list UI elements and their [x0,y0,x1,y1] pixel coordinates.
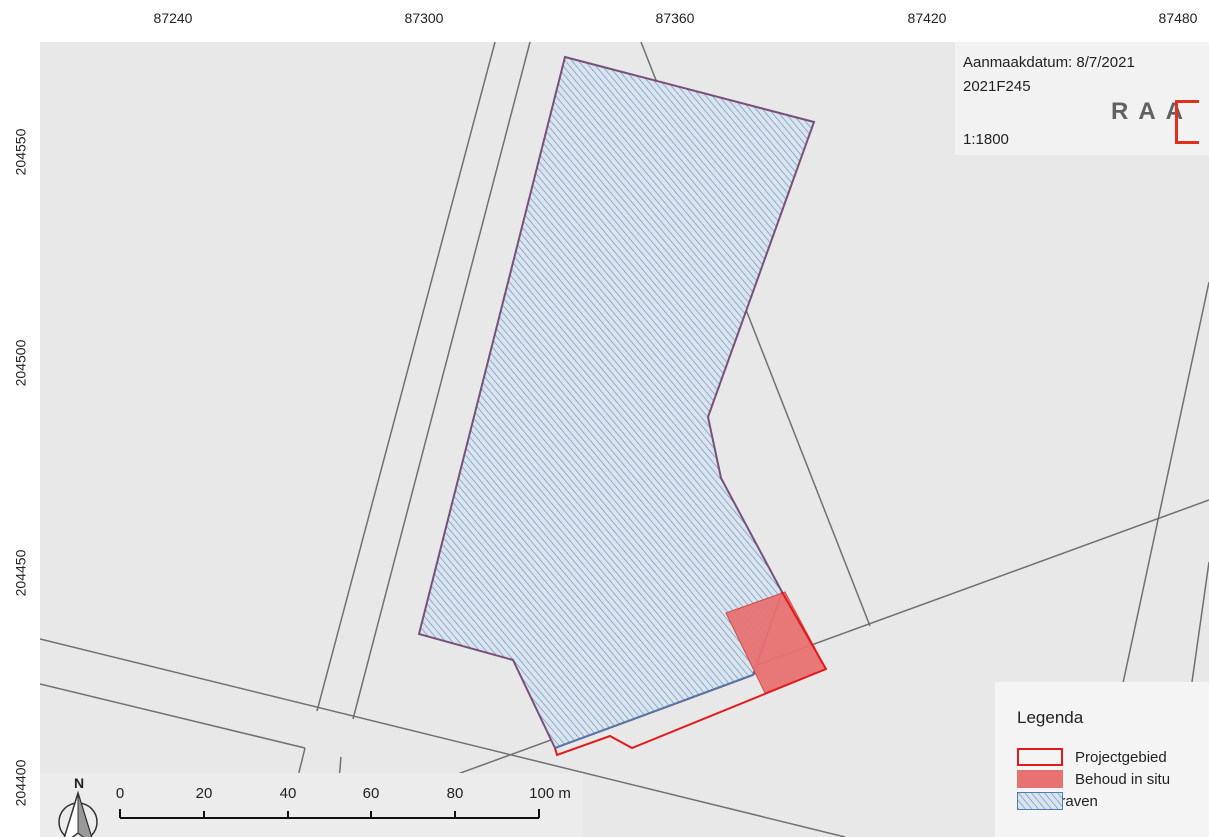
map-scale: 1:1800 [963,131,1009,148]
x-tick-label: 87240 [153,10,193,26]
y-tick: 204500 [8,323,32,403]
legend-item-behoud-in-situ: Behoud in situ [1017,770,1170,788]
project-code: 2021F245 [963,78,1031,95]
y-tick-label: 204550 [12,128,28,176]
scale-label: 80 [446,785,464,802]
legend-item-projectgebied: Projectgebied [1017,748,1167,766]
x-tick-label: 87420 [907,10,947,26]
y-tick: 204450 [8,533,32,613]
y-tick: 204550 [8,112,32,192]
north-label: N [74,775,85,791]
scale-label: 40 [279,785,297,802]
scale-label: 0 [115,785,125,802]
legend-label: Projectgebied [1075,748,1167,766]
legend-item-af-te-graven: Af te graven [1017,792,1098,810]
legend: Legenda Projectgebied Behoud in situ Af … [995,682,1209,837]
compass-icon [58,790,98,837]
dig-edge [554,671,761,749]
y-tick: 204400 [8,743,32,823]
map-canvas[interactable]: Aanmaakdatum: 8/7/2021 2021F245 1:1800 R… [40,42,1209,837]
legend-swatch-hatch [1017,792,1063,810]
scale-bar [119,809,540,819]
projectgebied-outline [554,591,828,757]
scale-bar-panel: N 0 20 40 60 80 100 m [40,773,583,837]
scale-label: 60 [362,785,380,802]
y-tick-label: 204500 [12,339,28,387]
y-tick-label: 204400 [12,759,28,807]
legend-label: Behoud in situ [1075,770,1171,788]
scale-label: 100 m [529,785,571,802]
scale-label: 20 [195,785,213,802]
creation-date: Aanmaakdatum: 8/7/2021 [963,54,1135,71]
map-info-box: Aanmaakdatum: 8/7/2021 2021F245 1:1800 R… [955,42,1209,155]
x-tick-label: 87360 [655,10,695,26]
x-tick-label: 87480 [1158,10,1198,26]
legend-swatch-outline [1017,748,1063,766]
legend-swatch-fill [1017,770,1063,788]
raap-logo: RAA [1111,98,1193,125]
raap-logo-bracket [1175,100,1199,144]
legend-title: Legenda [1017,708,1084,727]
x-tick-label: 87300 [404,10,444,26]
y-tick-label: 204450 [12,549,28,597]
